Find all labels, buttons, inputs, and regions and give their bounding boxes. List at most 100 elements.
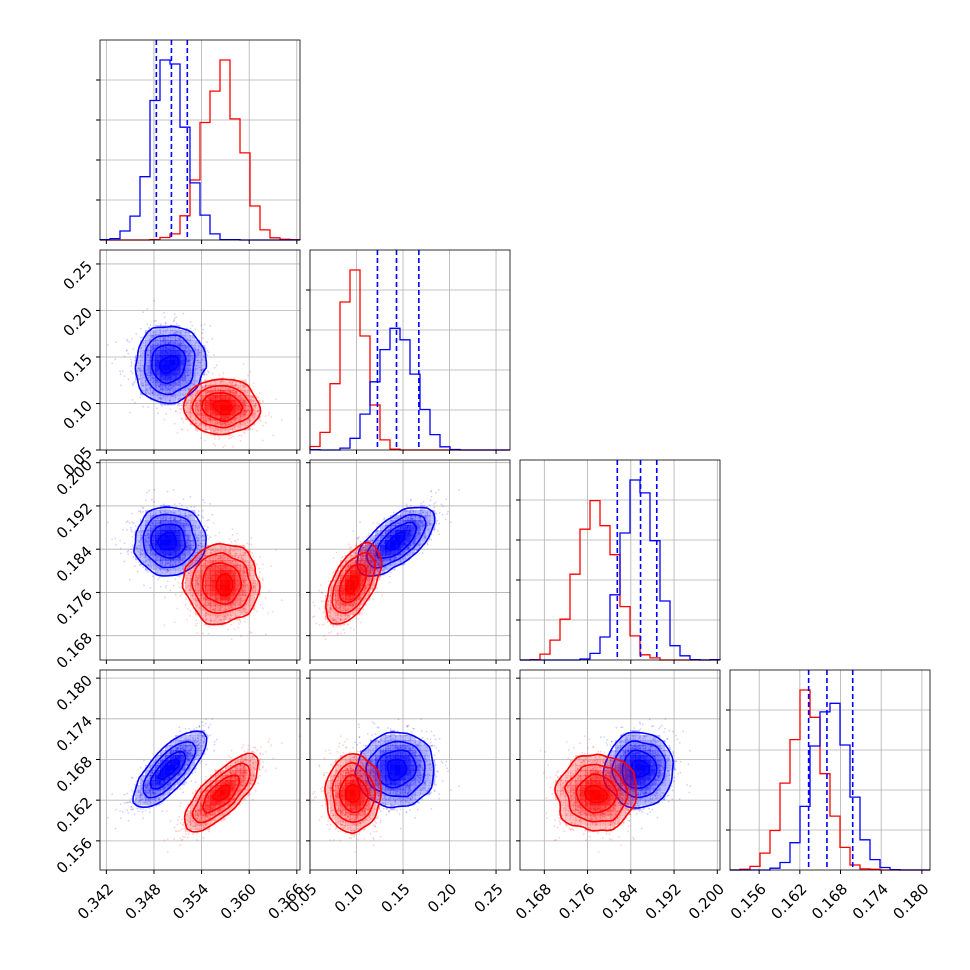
scatter-point <box>214 437 216 440</box>
scatter-point <box>107 521 109 524</box>
scatter-point <box>205 529 208 532</box>
scatter-point <box>199 361 202 363</box>
scatter-point <box>195 354 198 357</box>
scatter-point <box>146 365 149 368</box>
scatter-point <box>143 376 146 379</box>
scatter-point <box>180 547 182 550</box>
scatter-point <box>171 329 174 332</box>
scatter-point <box>182 420 185 423</box>
scatter-point <box>200 368 203 371</box>
scatter-point <box>156 407 158 410</box>
scatter-point <box>201 358 204 361</box>
scatter-point <box>186 327 188 330</box>
scatter-point <box>157 385 160 387</box>
scatter-point <box>129 578 131 581</box>
scatter-point <box>180 342 183 345</box>
scatter-point <box>157 412 160 415</box>
scatter-point <box>258 576 260 579</box>
scatter-point <box>207 632 210 635</box>
scatter-point <box>139 336 142 339</box>
scatter-point <box>119 373 122 376</box>
density-cell <box>185 370 191 376</box>
density-cell <box>155 330 161 336</box>
scatter-point <box>192 347 195 349</box>
scatter-point <box>191 355 194 357</box>
density-cell <box>140 555 146 561</box>
scatter-point <box>144 381 147 383</box>
scatter-point <box>191 357 194 360</box>
scatter-point <box>165 413 168 415</box>
scatter-point <box>175 410 177 413</box>
scatter-point <box>148 338 151 341</box>
scatter-point <box>182 498 185 501</box>
scatter-point <box>249 370 252 373</box>
scatter-point <box>164 322 167 325</box>
scatter-point <box>139 327 142 330</box>
density-cell <box>245 390 251 396</box>
scatter-point <box>197 350 200 353</box>
scatter-point <box>152 575 154 577</box>
density-cell <box>145 540 151 546</box>
scatter-point <box>126 338 128 341</box>
scatter-point <box>151 391 154 394</box>
scatter-point <box>264 415 267 417</box>
scatter-point <box>158 385 161 388</box>
scatter-point <box>140 347 143 349</box>
density-cell <box>205 425 211 431</box>
scatter-point <box>212 442 215 445</box>
scatter-point <box>188 380 190 383</box>
scatter-point <box>186 545 189 548</box>
scatter-point <box>141 377 143 380</box>
scatter-point <box>173 385 176 388</box>
scatter-point <box>166 490 169 493</box>
scatter-point <box>142 342 145 345</box>
scatter-point <box>126 520 129 523</box>
scatter-point <box>194 367 197 370</box>
scatter-point <box>180 332 182 334</box>
scatter-point <box>145 392 148 394</box>
scatter-point <box>203 323 206 326</box>
scatter-point <box>139 346 142 349</box>
density-cell <box>200 360 206 366</box>
scatter-point <box>201 386 204 389</box>
scatter-point <box>261 439 264 442</box>
scatter-point <box>196 544 199 546</box>
scatter-point <box>143 584 145 587</box>
density-cell <box>185 405 191 411</box>
scatter-point <box>230 433 233 436</box>
scatter-point <box>259 392 261 395</box>
density-cell <box>170 360 176 366</box>
scatter-point <box>173 621 176 624</box>
density-cell <box>145 560 151 566</box>
scatter-point <box>251 552 254 554</box>
scatter-point <box>280 419 283 422</box>
scatter-point <box>186 385 189 388</box>
scatter-point <box>139 354 142 357</box>
scatter-point <box>202 350 205 353</box>
scatter-point <box>180 404 183 407</box>
scatter-point <box>131 383 134 385</box>
scatter-point <box>163 337 166 340</box>
scatter-point <box>173 317 176 320</box>
density-cell <box>160 350 166 356</box>
scatter-point <box>154 319 157 322</box>
scatter-point <box>201 632 204 635</box>
density-cell <box>185 365 191 371</box>
scatter-point <box>179 385 182 388</box>
scatter-point <box>151 336 154 339</box>
density-cell <box>170 525 176 531</box>
density-cell <box>155 555 161 561</box>
scatter-point <box>201 509 204 512</box>
density-cell <box>140 525 146 531</box>
scatter-point <box>147 383 150 386</box>
density-cell <box>245 405 251 411</box>
density-cell <box>140 380 146 386</box>
scatter-point <box>206 370 209 372</box>
scatter-point <box>186 372 189 374</box>
scatter-point <box>147 353 150 356</box>
scatter-point <box>133 401 136 404</box>
scatter-point <box>201 368 204 370</box>
scatter-point <box>142 566 145 569</box>
density-cell <box>185 350 191 356</box>
scatter-point <box>187 388 190 390</box>
